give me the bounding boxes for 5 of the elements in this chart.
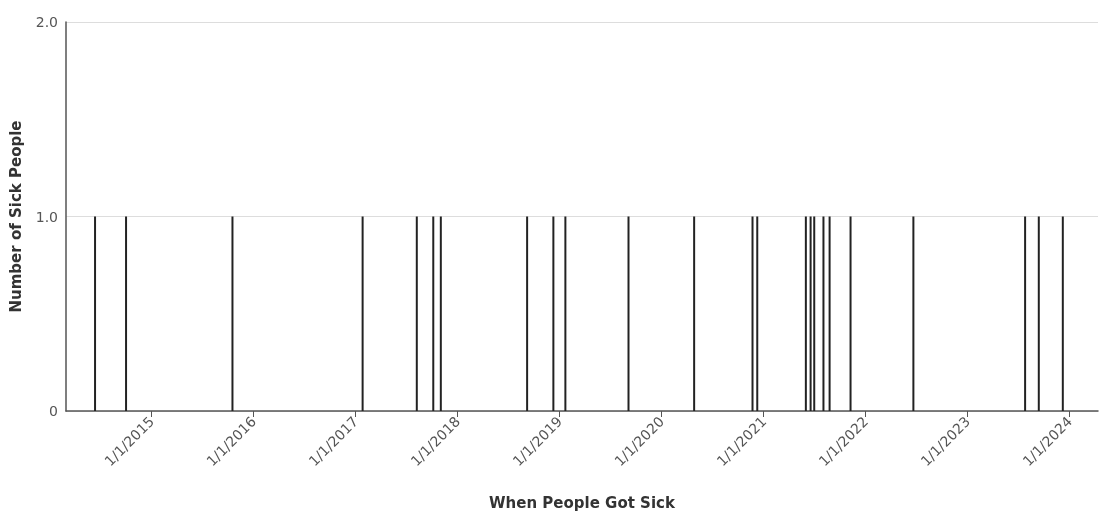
y-tick-label: 1.0 — [35, 208, 58, 225]
y-tick-label: 2.0 — [35, 14, 58, 30]
y-tick-label: 0 — [49, 403, 58, 419]
x-axis-title: When People Got Sick — [489, 493, 676, 512]
y-axis-title: Number of Sick People — [6, 120, 25, 313]
